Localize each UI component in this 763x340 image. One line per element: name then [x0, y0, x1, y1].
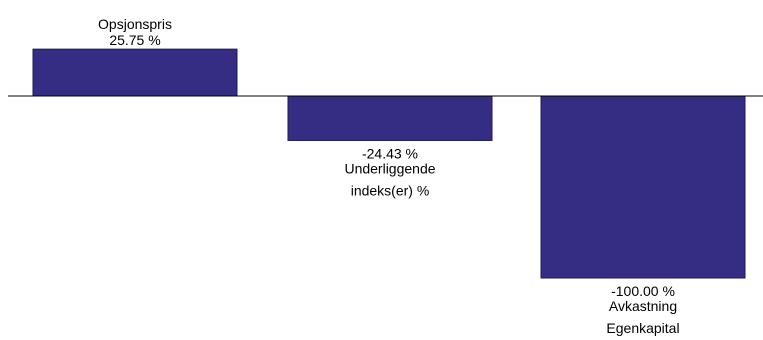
category-label: Avkastning — [609, 298, 677, 314]
data-label: -100.00 % — [611, 283, 675, 299]
data-label: 25.75 % — [109, 32, 160, 48]
bar-1 — [32, 48, 238, 97]
category-label: indeks(er) % — [351, 182, 430, 198]
category-label: Opsjonspris — [98, 16, 172, 32]
bar-2 — [287, 95, 493, 141]
category-label: Egenkapital — [606, 320, 679, 336]
bar-3 — [540, 95, 746, 279]
data-label: -24.43 % — [362, 145, 418, 161]
category-label: Underliggende — [344, 160, 435, 176]
